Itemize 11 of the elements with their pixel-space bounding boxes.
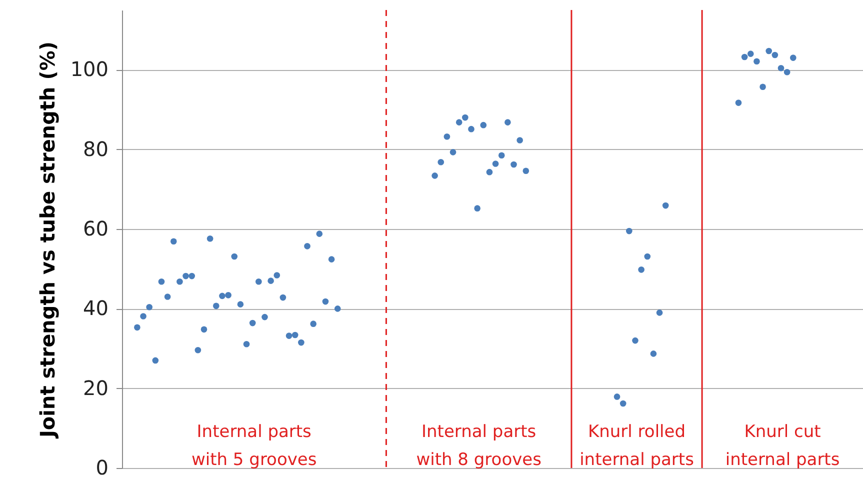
y-tick-label: 100: [70, 57, 108, 82]
y-tick-label: 80: [83, 136, 108, 161]
annotation: Knurl rolled internal parts: [580, 422, 694, 470]
annotation: Knurl cut internal parts: [725, 422, 840, 470]
y-axis-title: Joint strength vs tube strength (%): [35, 41, 60, 440]
y-tick-label: 60: [83, 216, 108, 241]
y-tick-label: 40: [83, 296, 108, 320]
annotation: Internal parts with 8 grooves: [416, 422, 542, 470]
y-tick-label: 20: [83, 376, 108, 400]
annotation: Internal parts with 5 grooves: [191, 422, 317, 470]
y-tick-label: 0: [96, 456, 108, 480]
